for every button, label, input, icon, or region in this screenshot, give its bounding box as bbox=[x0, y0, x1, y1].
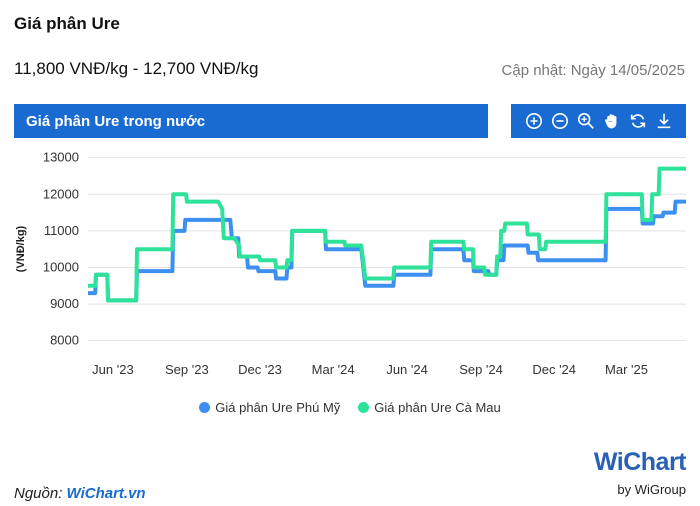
y-tick-label: 9000 bbox=[50, 296, 79, 311]
x-axis: Jun '23 Sep '23 Dec '23 Mar '24 Jun '24 Sep '… bbox=[92, 362, 648, 377]
pan-hand-icon[interactable] bbox=[602, 111, 622, 131]
y-axis-label: (VNĐ/kg) bbox=[15, 225, 27, 272]
y-tick-label: 10000 bbox=[43, 259, 79, 274]
x-tick-label: Jun '24 bbox=[386, 362, 428, 377]
magnify-icon[interactable] bbox=[576, 111, 596, 131]
download-icon[interactable] bbox=[654, 111, 674, 131]
chart-toolbar bbox=[511, 104, 686, 138]
y-tick-label: 13000 bbox=[43, 150, 79, 165]
chart-panel-header: Giá phân Ure trong nước bbox=[14, 104, 488, 138]
legend-label-phu-my: Giá phân Ure Phú Mỹ bbox=[215, 400, 341, 415]
legend-dot-ca-mau bbox=[358, 402, 370, 413]
x-tick-label: Dec '24 bbox=[532, 362, 576, 377]
chart-panel-title: Giá phân Ure trong nước bbox=[26, 112, 206, 130]
x-tick-label: Jun '23 bbox=[92, 362, 134, 377]
x-tick-label: Dec '23 bbox=[238, 362, 282, 377]
brand-subtitle: by WiGroup bbox=[617, 482, 686, 497]
legend-item-ca-mau[interactable]: Giá phân Ure Cà Mau bbox=[358, 400, 501, 415]
source-link[interactable]: WiChart.vn bbox=[66, 485, 146, 502]
source-note: Nguồn: WiChart.vn bbox=[14, 485, 146, 502]
brand-name: WiChart bbox=[593, 448, 687, 476]
chart-gridlines bbox=[88, 157, 686, 342]
source-label: Nguồn: bbox=[14, 485, 67, 502]
updated-date: Cập nhật: Ngày 14/05/2025 bbox=[501, 62, 685, 79]
y-axis: 8000 9000 10000 11000 12000 13000 bbox=[43, 150, 79, 348]
y-tick-label: 8000 bbox=[50, 333, 79, 348]
chart-series bbox=[88, 166, 686, 303]
series-line-phu-my bbox=[88, 199, 686, 303]
y-tick-label: 12000 bbox=[43, 186, 79, 201]
x-tick-label: Mar '25 bbox=[605, 362, 648, 377]
price-line-chart: 8000 9000 10000 11000 12000 13000 Jun '23 Sep … bbox=[15, 150, 686, 377]
x-tick-label: Mar '24 bbox=[312, 362, 355, 377]
zoom-in-icon[interactable] bbox=[524, 111, 544, 131]
reset-icon[interactable] bbox=[628, 111, 648, 131]
price-range: 11,800 VNĐ/kg - 12,700 VNĐ/kg bbox=[14, 59, 259, 78]
x-tick-label: Sep '24 bbox=[459, 362, 503, 377]
chart-legend: Giá phân Ure Phú Mỹ Giá phân Ure Cà Mau bbox=[0, 400, 700, 415]
y-tick-label: 11000 bbox=[44, 223, 79, 238]
legend-item-phu-my[interactable]: Giá phân Ure Phú Mỹ bbox=[199, 400, 340, 415]
page-title: Giá phân Ure bbox=[14, 14, 120, 33]
zoom-out-icon[interactable] bbox=[550, 111, 570, 131]
legend-label-ca-mau: Giá phân Ure Cà Mau bbox=[374, 400, 501, 415]
series-line-ca-mau bbox=[88, 166, 686, 303]
x-tick-label: Sep '23 bbox=[165, 362, 209, 377]
wichart-logo: WiChart by WiGroup bbox=[580, 444, 688, 506]
legend-dot-phu-my bbox=[199, 402, 211, 413]
